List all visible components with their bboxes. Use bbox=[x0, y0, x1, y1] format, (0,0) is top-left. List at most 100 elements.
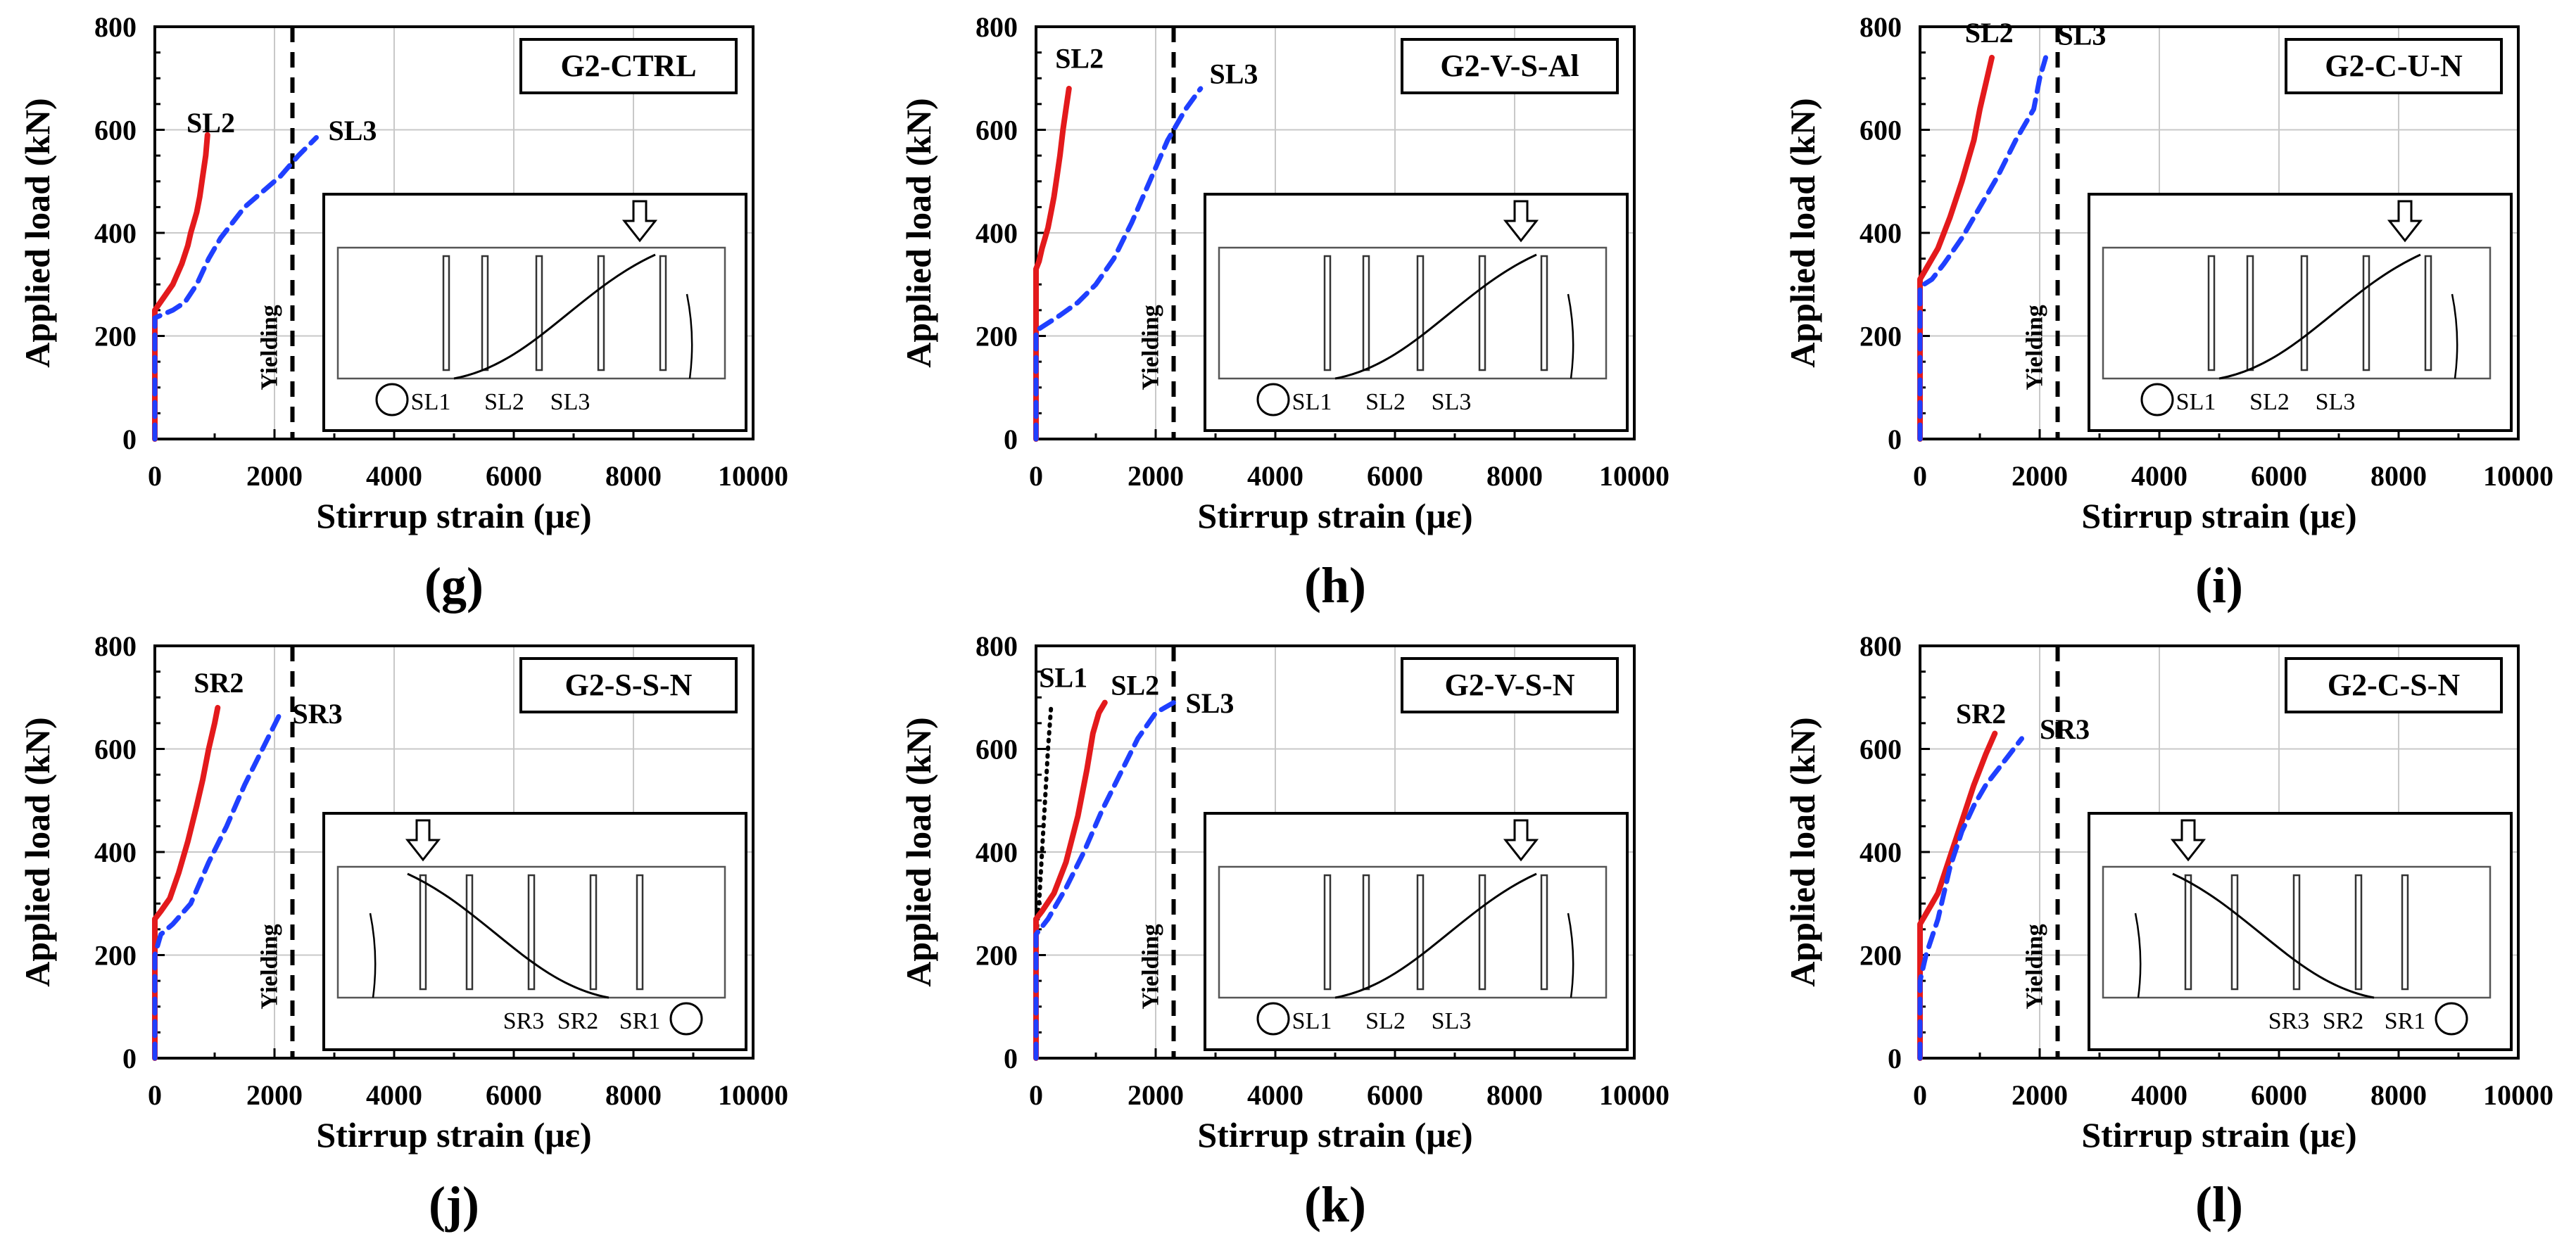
stirrup bbox=[1540, 874, 1548, 991]
stirrup bbox=[2292, 874, 2301, 991]
y-axis-label: Applied load (kN) bbox=[1783, 98, 1822, 367]
stirrup bbox=[2362, 255, 2370, 371]
specimen-label: G2-C-U-N bbox=[2325, 49, 2463, 83]
series-label: SL2 bbox=[1055, 43, 1104, 75]
series-line-sl3 bbox=[1033, 86, 1204, 442]
series-line-sl3 bbox=[1917, 55, 2048, 442]
specimen-box bbox=[519, 657, 738, 713]
y-tick-label: 600 bbox=[1860, 115, 1902, 146]
beam-outline bbox=[1218, 865, 1608, 999]
panel-letter: (k) bbox=[1304, 1176, 1366, 1233]
panel-letter: (h) bbox=[1304, 557, 1366, 614]
x-axis-label: Stirrup strain (με) bbox=[2081, 1115, 2356, 1155]
specimen-label: G2-V-S-Al bbox=[1440, 49, 1579, 83]
panel-letter: (g) bbox=[424, 557, 484, 614]
beam-inset: SL1 SL2 SL3 bbox=[1204, 812, 1629, 1051]
y-tick-label: 200 bbox=[94, 940, 137, 972]
x-tick-label: 4000 bbox=[366, 1079, 422, 1111]
beam-outline bbox=[1218, 246, 1608, 380]
x-tick-label: 6000 bbox=[486, 1079, 542, 1111]
x-tick-label: 8000 bbox=[605, 460, 662, 492]
series-label: SR2 bbox=[194, 667, 244, 699]
x-tick-label: 10000 bbox=[1599, 1079, 1669, 1111]
panel-letter: (j) bbox=[429, 1176, 479, 1233]
stirrup bbox=[1323, 255, 1332, 371]
x-axis-label: Stirrup strain (με) bbox=[2081, 496, 2356, 535]
y-tick-label: 400 bbox=[94, 217, 137, 249]
x-tick-label: 10000 bbox=[2483, 1079, 2553, 1111]
x-tick-label: 8000 bbox=[605, 1079, 662, 1111]
x-tick-label: 6000 bbox=[486, 460, 542, 492]
y-tick-label: 600 bbox=[1860, 734, 1902, 765]
beam-outline bbox=[2102, 246, 2492, 380]
stirrup bbox=[419, 874, 427, 991]
strain-gauge-label: SR1 bbox=[2385, 1008, 2426, 1034]
stirrup bbox=[465, 874, 474, 991]
load-arrow-icon bbox=[1503, 200, 1539, 243]
series-label: SL2 bbox=[1111, 670, 1159, 701]
series-line-sl2 bbox=[1033, 699, 1108, 1061]
y-tick-label: 200 bbox=[1860, 940, 1902, 972]
shear-crack bbox=[407, 872, 610, 999]
y-tick-label: 0 bbox=[1004, 424, 1018, 455]
x-tick-label: 8000 bbox=[1486, 460, 1543, 492]
chart-panel: 0 2000 4000 6000 8000 10000 0 200 400 600 800 Stirr… bbox=[899, 11, 1669, 614]
load-arrow-icon bbox=[2170, 819, 2206, 862]
strain-gauge-label: SR1 bbox=[619, 1008, 661, 1034]
y-tick-label: 600 bbox=[94, 734, 137, 765]
stirrup bbox=[1478, 874, 1486, 991]
stirrup bbox=[2230, 874, 2239, 991]
stirrup bbox=[659, 255, 667, 371]
support-circle-icon bbox=[375, 383, 409, 417]
series-label: SL2 bbox=[1965, 17, 2014, 49]
specimen-box bbox=[2285, 657, 2503, 713]
shear-crack bbox=[453, 253, 656, 380]
shear-crack bbox=[1334, 253, 1537, 380]
support-circle-icon bbox=[1256, 383, 1290, 417]
x-tick-label: 0 bbox=[1029, 460, 1043, 492]
series-line-sr2 bbox=[1917, 730, 1998, 1061]
plot-frame bbox=[153, 25, 755, 440]
x-tick-label: 10000 bbox=[1599, 460, 1669, 492]
y-axis-label: Applied load (kN) bbox=[1783, 717, 1822, 986]
plot-frame bbox=[1035, 25, 1636, 440]
x-tick-label: 2000 bbox=[2012, 460, 2068, 492]
strain-gauge-label: SL3 bbox=[1432, 389, 1472, 415]
specimen-box bbox=[1401, 38, 1619, 94]
shear-crack bbox=[2218, 253, 2421, 380]
strain-gauge-label: SL2 bbox=[1365, 389, 1406, 415]
x-tick-label: 2000 bbox=[1128, 1079, 1184, 1111]
support-circle-icon bbox=[669, 1002, 703, 1036]
flexural-crack bbox=[2134, 913, 2142, 998]
support-circle-icon bbox=[2435, 1002, 2468, 1036]
specimen-box bbox=[1401, 657, 1619, 713]
shear-crack bbox=[2172, 872, 2375, 999]
yield-label: Yielding bbox=[1138, 305, 1164, 390]
y-tick-label: 800 bbox=[94, 11, 137, 43]
y-tick-label: 400 bbox=[94, 837, 137, 868]
series-line-sl3 bbox=[152, 135, 319, 442]
chart-panel: 0 2000 4000 6000 8000 10000 0 200 400 600 800 Stirr… bbox=[1783, 11, 2553, 614]
chart-panel: 0 2000 4000 6000 8000 10000 0 200 400 600 800 Stirr… bbox=[1783, 630, 2553, 1233]
y-tick-label: 800 bbox=[1860, 630, 1902, 662]
strain-gauge-label: SL2 bbox=[1365, 1008, 1406, 1034]
support-circle-icon bbox=[1256, 1002, 1290, 1036]
x-tick-label: 0 bbox=[1913, 1079, 1927, 1111]
series-line-sl2 bbox=[152, 132, 210, 442]
stirrup bbox=[2184, 874, 2192, 991]
x-axis-label: Stirrup strain (με) bbox=[1197, 1115, 1472, 1155]
y-tick-label: 400 bbox=[1860, 217, 1902, 249]
stirrup bbox=[527, 874, 536, 991]
x-tick-label: 6000 bbox=[2251, 460, 2307, 492]
flexural-crack bbox=[369, 913, 377, 998]
series-label: SR3 bbox=[293, 698, 343, 730]
strain-gauge-label: SL1 bbox=[1292, 389, 1332, 415]
yield-label: Yielding bbox=[2022, 924, 2048, 1010]
x-tick-label: 6000 bbox=[1367, 460, 1423, 492]
stirrup bbox=[1323, 874, 1332, 991]
x-tick-label: 10000 bbox=[718, 1079, 788, 1111]
y-tick-label: 0 bbox=[1004, 1043, 1018, 1074]
x-tick-label: 4000 bbox=[2131, 1079, 2187, 1111]
strain-gauge-label: SR3 bbox=[2268, 1008, 2310, 1034]
panel-letter: (l) bbox=[2195, 1176, 2243, 1233]
